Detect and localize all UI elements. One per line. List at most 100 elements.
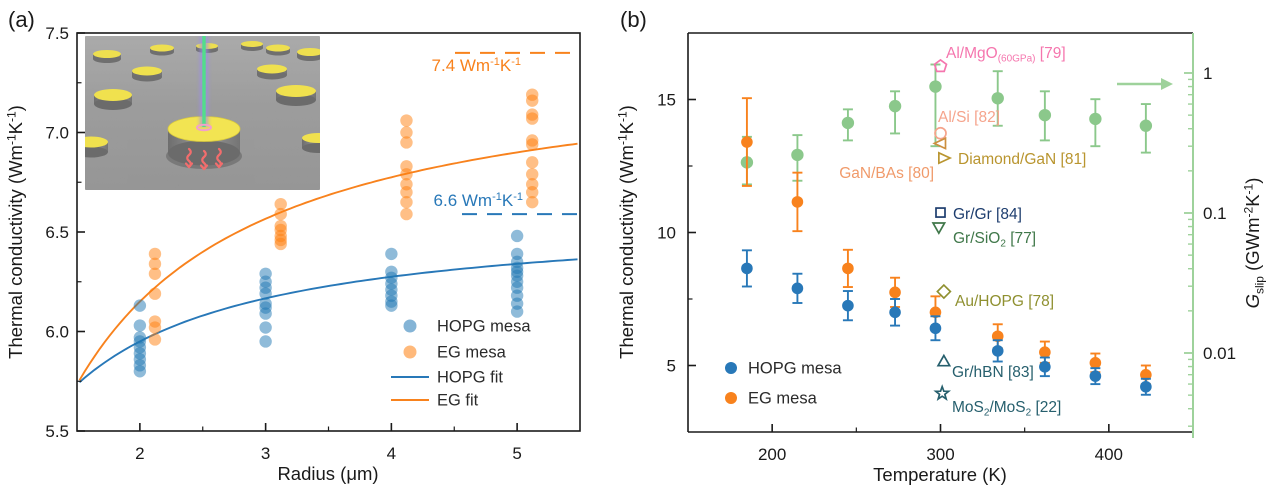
scatter-point: [526, 112, 539, 125]
reference-label: Gr/hBN [83]: [952, 364, 1034, 381]
gslip-point: [1038, 108, 1052, 122]
y-tick-label: 10: [657, 224, 676, 243]
scatter-point: [400, 136, 413, 149]
reference-label: Gr/Gr [84]: [953, 206, 1022, 223]
hopg-point: [842, 299, 854, 312]
scatter-point: [148, 287, 162, 300]
legend-label: EG fit: [437, 392, 479, 410]
y-tick-label: 7.5: [45, 24, 69, 43]
scatter-point: [400, 207, 413, 221]
y-tick-label: 7.0: [45, 124, 69, 143]
gslip-point: [888, 99, 902, 113]
gslip-point: [841, 116, 855, 130]
panel-b-tag: (b): [620, 7, 647, 32]
hopg-point: [741, 262, 753, 275]
scatter-point: [259, 321, 272, 334]
scatter-point: [400, 168, 413, 181]
scatter-point: [385, 247, 398, 261]
scatter-point: [148, 257, 162, 271]
x-tick-label: 3: [261, 444, 270, 463]
y-axis-label: Thermal conductivity (Wm-1K-1): [615, 105, 637, 359]
eg-point: [1039, 346, 1051, 359]
hopg-mesa-series: [741, 249, 1152, 396]
eg-point: [1089, 357, 1102, 369]
scatter-point: [385, 299, 398, 312]
scatter-point: [400, 195, 413, 209]
beam-spot-ring: [196, 123, 212, 132]
legend-label: HOPG mesa: [748, 360, 842, 378]
right-tick-label: 1: [1203, 64, 1212, 83]
annotation-7-4: 7.4 Wm-1K-1: [432, 56, 521, 75]
au-hopg-78--marker: [936, 283, 952, 300]
hopg-point: [991, 345, 1004, 357]
right-axis-label: Gslip (GWm-2K-1): [1241, 178, 1266, 309]
eg-point: [929, 306, 942, 319]
x-tick-label: 400: [1095, 445, 1123, 464]
scatter-point: [148, 267, 162, 280]
gr-hbn-83--marker: [936, 353, 952, 367]
legend-label: EG mesa: [437, 344, 507, 362]
y-tick-label: 6.5: [45, 223, 69, 242]
reference-label: Au/HOPG [78]: [955, 293, 1054, 310]
right-tick-label: 0.01: [1203, 344, 1236, 363]
x-tick-label: 200: [758, 445, 786, 464]
scatter-point: [526, 156, 539, 169]
panel-a-tag: (a): [8, 7, 35, 32]
scatter-point: [133, 299, 147, 312]
literature-references: Al/MgO(60GPa) [79] Al/Si [82] GaN/BAs [80]…: [839, 45, 1086, 419]
panel-b-plot: Al/MgO(60GPa) [79] Al/Si [82] GaN/BAs [80]…: [615, 32, 1266, 485]
al-mgo-60gpa-79--marker: [933, 58, 948, 73]
scatter-point: [510, 305, 524, 318]
scatter-point: [274, 207, 287, 221]
scatter-point: [148, 247, 162, 261]
legend-a: HOPG mesa EG mesa HOPG fit EG fit: [391, 318, 531, 410]
hopg-point: [889, 306, 901, 319]
gr-gr-84--marker: [935, 207, 946, 218]
y-tick-label: 5: [667, 357, 676, 376]
diamond-gan-81--marker: [938, 151, 953, 165]
scatter-point: [259, 335, 272, 348]
mos2-mos2-22--marker: [933, 384, 952, 401]
hopg-mesa-series: [133, 229, 524, 378]
y-tick-label: 6.0: [45, 323, 69, 342]
annotation-6-6: 6.6 Wm-1K-1: [434, 191, 523, 210]
reference-label: GaN/BAs [80]: [839, 165, 934, 182]
hopg-point: [1039, 361, 1051, 373]
reference-label: Diamond/GaN [81]: [958, 151, 1086, 168]
scatter-point: [400, 114, 413, 127]
gslip-point: [1089, 112, 1102, 126]
gslip-point: [1139, 119, 1153, 132]
legend-marker: [403, 319, 417, 333]
legend-label: EG mesa: [748, 390, 818, 408]
y-axis-label: Thermal conductivity (Wm-1K-1): [4, 105, 26, 359]
x-axis-label: Radius (μm): [277, 463, 378, 484]
hopg-point: [1089, 370, 1102, 382]
panel-a-plot: 7.4 Wm-1K-1 6.6 Wm-1K-1 2 3 4 5 5.5 6.0 6.5 7.0 7.…: [4, 24, 581, 484]
gslip-point: [991, 92, 1004, 105]
scatter-point: [274, 197, 287, 211]
right-tick-label: 0.1: [1203, 204, 1227, 223]
scatter-point: [148, 333, 162, 346]
hopg-fit-curve: [78, 258, 578, 384]
laser-beam: [196, 36, 212, 132]
eg-point: [991, 330, 1004, 343]
eg-fit-curve: [78, 142, 578, 381]
legend-b: HOPG mesa EG mesa: [725, 360, 842, 408]
right-axis-arrow-head: [1161, 78, 1173, 90]
eg-point: [1140, 369, 1152, 381]
x-tick-label: 4: [387, 444, 396, 463]
scatter-point: [259, 287, 272, 300]
scatter-point: [526, 138, 539, 151]
scatter-point: [526, 195, 539, 209]
scatter-point: [400, 126, 413, 139]
eg-point: [889, 286, 901, 299]
inset-3d-illustration: [85, 36, 320, 190]
scatter-point: [133, 319, 147, 332]
reference-label: Gr/SiO2 [77]: [953, 230, 1036, 250]
x-tick-label: 5: [512, 444, 521, 463]
scatter-point: [510, 229, 524, 243]
x-tick-label: 300: [926, 445, 954, 464]
legend-marker: [725, 362, 737, 374]
gr-sio2-77--marker: [931, 222, 947, 235]
